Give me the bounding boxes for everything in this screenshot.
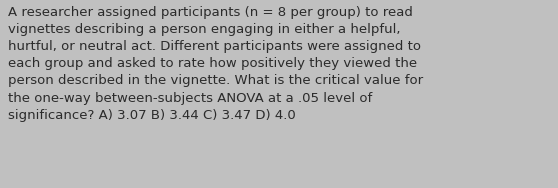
Text: A researcher assigned participants (n = 8 per group) to read
vignettes describin: A researcher assigned participants (n = … — [8, 6, 424, 122]
